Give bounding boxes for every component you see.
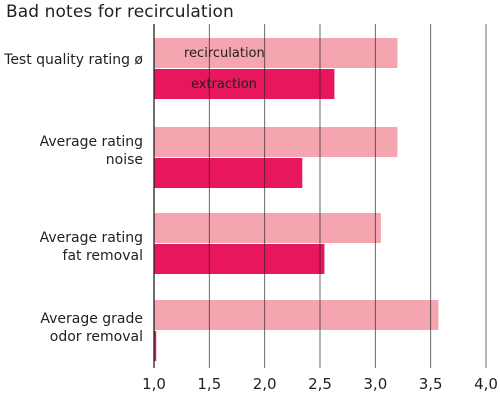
category-label: Test quality rating ø (3, 52, 143, 68)
grid-layer (153, 24, 487, 368)
category-label: odor removal (50, 329, 143, 345)
bar-extraction-2 (154, 158, 303, 188)
bar-recirculation-4 (154, 300, 439, 330)
category-label: Average grade (40, 311, 143, 327)
series-label-recirculation: recirculation (184, 46, 265, 61)
category-label: noise (106, 152, 143, 168)
x-tick-label: 3,0 (363, 375, 387, 393)
x-tick-label: 2,0 (253, 375, 277, 393)
x-tick-label: 3,5 (419, 375, 443, 393)
series-label-extraction: extraction (191, 77, 257, 92)
x-tick-label: 2,5 (308, 375, 332, 393)
bar-extraction-1 (154, 69, 335, 99)
bars-layer (154, 38, 439, 361)
bar-extraction-4 (154, 331, 157, 361)
x-tick-label: 1,5 (197, 375, 221, 393)
category-label: fat removal (63, 248, 143, 264)
bar-recirculation-1 (154, 38, 398, 68)
category-label: Average rating (40, 134, 143, 150)
bar-recirculation-2 (154, 127, 398, 157)
bar-extraction-3 (154, 244, 325, 274)
bar-recirculation-3 (154, 213, 381, 243)
x-tick-label: 1,0 (142, 375, 166, 393)
x-tick-label: 4,0 (474, 375, 498, 393)
category-label: Average rating (40, 230, 143, 246)
x-tick-labels: 1,0 1,5 2,0 2,5 3,0 3,5 4,0 (142, 375, 498, 393)
category-labels: Test quality rating ø Average rating noise… (3, 52, 143, 345)
chart-title: Bad notes for recirculation (6, 2, 234, 22)
series-labels: recirculation extraction (184, 46, 265, 92)
